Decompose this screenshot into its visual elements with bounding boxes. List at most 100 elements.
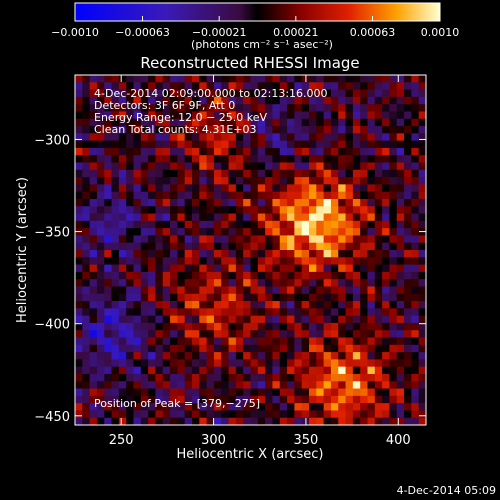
heatmap-cell — [155, 388, 164, 397]
heatmap-cell — [418, 235, 427, 244]
heatmap-cell — [184, 133, 193, 142]
heatmap-cell — [140, 177, 149, 185]
heatmap-cell — [75, 359, 83, 368]
heatmap-cell — [418, 191, 427, 200]
heatmap-cell — [126, 111, 134, 120]
heatmap-cell — [418, 169, 427, 178]
heatmap-cell — [118, 286, 127, 295]
heatmap-cell — [272, 337, 281, 346]
heatmap-cell — [213, 322, 222, 331]
heatmap-cell — [382, 359, 390, 368]
heatmap-cell — [265, 366, 273, 375]
heatmap-cell — [133, 403, 142, 411]
colorbar-tick-label: 0.00021 — [273, 26, 319, 39]
heatmap-cell — [404, 271, 412, 280]
heatmap-cell — [243, 279, 251, 287]
heatmap-cell — [374, 184, 383, 193]
heatmap-cell — [170, 198, 178, 207]
heatmap-cell — [155, 155, 164, 163]
heatmap-cell — [126, 96, 134, 105]
heatmap-cell — [411, 352, 420, 360]
heatmap-cell — [82, 198, 91, 207]
heatmap-cell — [294, 330, 303, 338]
heatmap-cell — [418, 96, 427, 105]
heatmap-cell — [170, 206, 178, 214]
heatmap-cell — [330, 322, 339, 331]
heatmap-cell — [118, 388, 127, 397]
heatmap-cell — [367, 337, 376, 346]
heatmap-cell — [199, 395, 208, 404]
heatmap-cell — [382, 104, 390, 112]
heatmap-cell — [272, 118, 281, 127]
heatmap-cell — [243, 104, 251, 112]
heatmap-cell — [396, 322, 405, 331]
heatmap-cell — [389, 395, 398, 404]
heatmap-cell — [148, 184, 156, 193]
heatmap-cell — [287, 82, 295, 90]
heatmap-cell — [235, 198, 244, 207]
heatmap-cell — [338, 140, 346, 149]
heatmap-cell — [316, 89, 325, 98]
heatmap-cell — [140, 82, 149, 90]
heatmap-cell — [352, 177, 361, 185]
heatmap-cell — [184, 395, 193, 404]
heatmap-cell — [82, 104, 91, 112]
heatmap-cell — [111, 330, 120, 338]
heatmap-cell — [148, 89, 156, 98]
heatmap-cell — [323, 162, 332, 171]
heatmap-cell — [396, 264, 405, 273]
heatmap-cell — [148, 96, 156, 105]
heatmap-cell — [404, 228, 412, 236]
heatmap-cell — [126, 191, 134, 200]
heatmap-cell — [287, 352, 295, 360]
heatmap-cell — [338, 89, 346, 98]
heatmap-cell — [330, 337, 339, 346]
heatmap-cell — [360, 75, 368, 83]
heatmap-cell — [133, 147, 142, 156]
heatmap-cell — [330, 301, 339, 309]
heatmap-cell — [104, 191, 112, 200]
heatmap-cell — [177, 184, 186, 193]
heatmap-cell — [75, 322, 83, 331]
heatmap-cell — [170, 250, 178, 258]
x-tick-label: 250 — [109, 433, 134, 448]
heatmap-cell — [345, 82, 354, 90]
heatmap-cell — [118, 271, 127, 280]
heatmap-cell — [221, 89, 229, 98]
heatmap-cell — [360, 169, 368, 178]
heatmap-cell — [404, 133, 412, 142]
heatmap-cell — [250, 169, 259, 178]
heatmap-cell — [177, 228, 186, 236]
heatmap-cell — [75, 126, 83, 134]
heatmap-cell — [192, 169, 200, 178]
heatmap-cell — [250, 198, 259, 207]
heatmap-cell — [404, 403, 412, 411]
heatmap-cell — [96, 417, 105, 426]
heatmap-cell — [235, 206, 244, 214]
heatmap-cell — [301, 403, 310, 411]
heatmap-cell — [177, 322, 186, 331]
heatmap-cell — [155, 373, 164, 382]
heatmap-cell — [111, 147, 120, 156]
heatmap-cell — [140, 155, 149, 163]
heatmap-cell — [301, 257, 310, 265]
heatmap-cell — [104, 220, 112, 229]
heatmap-cell — [126, 177, 134, 185]
heatmap-cell — [367, 315, 376, 324]
heatmap-cell — [272, 315, 281, 324]
heatmap-cell — [104, 198, 112, 207]
heatmap-cell — [206, 381, 215, 389]
heatmap-cell — [75, 89, 83, 98]
heatmap-cell — [360, 381, 368, 389]
heatmap-cell — [411, 337, 420, 346]
heatmap-cell — [96, 133, 105, 142]
heatmap-cell — [228, 257, 237, 265]
heatmap-cell — [294, 403, 303, 411]
heatmap-cell — [199, 89, 208, 98]
heatmap-cell — [235, 381, 244, 389]
heatmap-cell — [235, 264, 244, 273]
heatmap-cell — [272, 286, 281, 295]
heatmap-cell — [338, 359, 346, 368]
heatmap-cell — [382, 264, 390, 273]
heatmap-cell — [162, 191, 171, 200]
